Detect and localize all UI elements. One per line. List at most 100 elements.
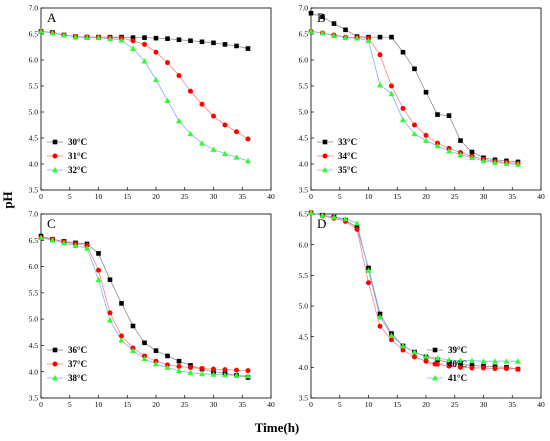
data-point [388, 332, 395, 338]
legend-label: 36°C [68, 345, 87, 355]
legend-marker [432, 375, 438, 381]
data-point [176, 117, 182, 124]
x-tick-label: 20 [422, 192, 430, 201]
series-markers [38, 29, 251, 51]
data-point [188, 88, 193, 94]
legend-marker [52, 153, 58, 159]
series-markers [308, 28, 521, 167]
y-tick-label: 6.5 [29, 30, 39, 39]
data-point [188, 365, 193, 371]
y-tick-label: 6.5 [299, 30, 309, 39]
y-tick-label: 5.0 [29, 108, 39, 117]
data-point [319, 212, 326, 218]
legend-label: 40°C [448, 359, 467, 369]
data-point [458, 138, 463, 143]
data-point [234, 129, 239, 135]
y-tick-label: 6.5 [29, 236, 39, 245]
y-tick-label: 3.5 [29, 186, 39, 195]
data-point [38, 234, 44, 241]
data-point [233, 372, 240, 378]
data-point [400, 49, 406, 55]
x-tick-label: 10 [365, 400, 373, 409]
data-point [96, 267, 101, 273]
data-point [492, 358, 498, 364]
data-point [130, 35, 136, 40]
data-point [95, 34, 102, 41]
y-tick-label: 7.0 [29, 210, 39, 219]
data-point [343, 27, 348, 33]
data-point [234, 367, 239, 373]
data-point [164, 364, 171, 370]
data-point [469, 365, 475, 371]
data-point [165, 60, 170, 66]
data-point [107, 35, 113, 42]
data-point [423, 358, 429, 364]
data-point [503, 160, 510, 166]
y-tick-label: 7.0 [29, 4, 39, 13]
data-point [377, 81, 383, 88]
data-point [118, 337, 125, 343]
data-point [72, 242, 79, 248]
x-tick-label: 0 [39, 400, 43, 409]
legend-label: 31°C [68, 151, 87, 161]
data-point [389, 337, 394, 343]
panel-c: 0 5 10 15 20 25 30 35 40 3.5 4.0 4.5 5.0 5.5 6.0 6.5 7.0… [29, 210, 275, 409]
x-tick-label: 40 [267, 400, 275, 409]
data-point [49, 29, 56, 36]
legend-marker [52, 139, 58, 145]
y-tick-label: 5.0 [299, 302, 309, 311]
data-point [61, 32, 67, 38]
data-point [503, 358, 510, 364]
y-tick-label: 6.0 [299, 56, 309, 65]
legend-marker [52, 347, 58, 353]
data-point [245, 46, 251, 51]
x-tick-label: 25 [181, 192, 189, 201]
x-tick-label: 20 [152, 400, 160, 409]
data-point [130, 38, 136, 44]
legend: 36°C 37°C 38°C [47, 345, 87, 383]
legend-marker [52, 361, 58, 367]
data-point [142, 35, 147, 40]
series-markers [38, 28, 251, 164]
data-point [469, 154, 475, 161]
data-point [187, 369, 194, 376]
y-tick-label: 3.5 [299, 394, 309, 403]
x-tick-label: 25 [181, 400, 189, 409]
x-tick-label: 40 [537, 192, 545, 201]
legend-label: 33°C [338, 137, 357, 147]
legend: 33°C 34°C 35°C [317, 137, 357, 175]
data-point [423, 132, 429, 138]
data-point [354, 35, 360, 41]
data-point [153, 35, 159, 41]
panel-label: C [47, 216, 56, 231]
series-markers [308, 209, 521, 364]
x-tick-label: 30 [480, 400, 488, 409]
x-tick-label: 15 [124, 192, 132, 201]
data-point [457, 151, 464, 158]
data-point [245, 157, 251, 164]
x-tick-label: 35 [509, 192, 517, 201]
series-markers [38, 234, 251, 379]
data-point [153, 360, 159, 367]
data-point [469, 357, 475, 363]
data-point [320, 14, 325, 20]
data-point [400, 347, 406, 353]
x-tick-label: 35 [239, 400, 247, 409]
data-point [199, 39, 205, 45]
series-line [40, 31, 249, 140]
legend-label: 38°C [68, 373, 87, 383]
data-point [400, 105, 406, 111]
data-point [423, 353, 429, 359]
data-point [84, 34, 90, 41]
y-tick-label: 6.0 [29, 262, 39, 271]
data-point [400, 342, 406, 349]
data-point [165, 36, 170, 41]
data-point [469, 149, 475, 155]
legend-label: 39°C [448, 345, 467, 355]
y-tick-label: 4.5 [299, 332, 309, 341]
data-point [354, 226, 360, 232]
data-point [308, 209, 314, 216]
data-point [377, 52, 383, 58]
x-tick-label: 0 [39, 192, 43, 201]
series-markers [308, 210, 521, 372]
